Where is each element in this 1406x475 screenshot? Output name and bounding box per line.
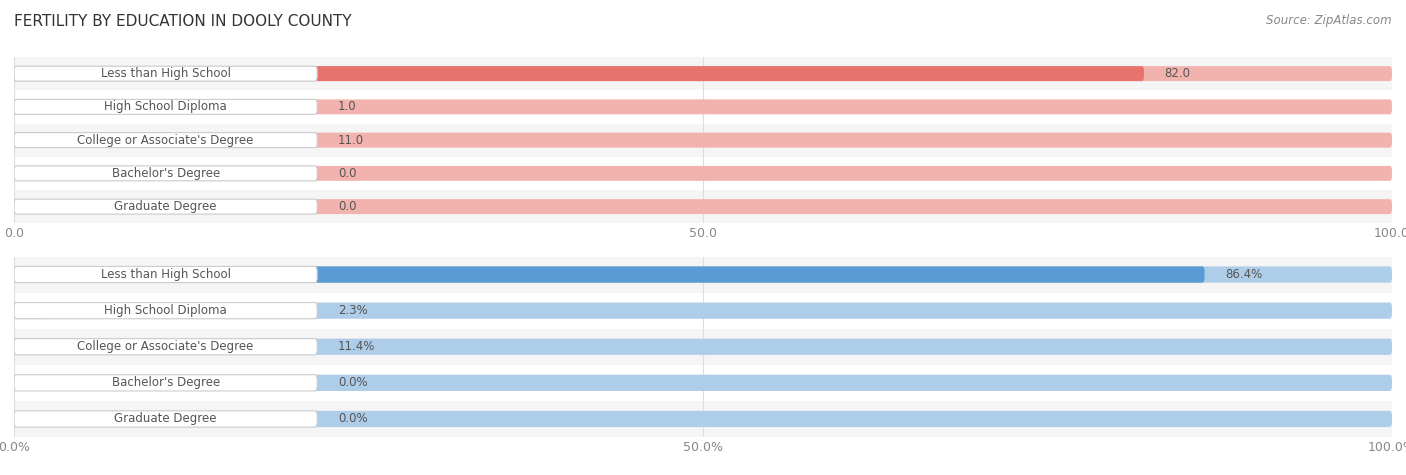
FancyBboxPatch shape <box>14 375 318 391</box>
FancyBboxPatch shape <box>14 66 1392 81</box>
FancyBboxPatch shape <box>14 133 318 148</box>
FancyBboxPatch shape <box>14 199 1392 214</box>
Text: College or Associate's Degree: College or Associate's Degree <box>77 340 254 353</box>
FancyBboxPatch shape <box>14 303 46 319</box>
Text: 0.0: 0.0 <box>337 200 356 213</box>
Bar <box>14 365 1392 401</box>
Text: High School Diploma: High School Diploma <box>104 304 226 317</box>
FancyBboxPatch shape <box>14 266 318 283</box>
FancyBboxPatch shape <box>14 133 166 148</box>
FancyBboxPatch shape <box>14 339 172 355</box>
FancyBboxPatch shape <box>14 303 1392 319</box>
Text: 11.0: 11.0 <box>337 133 364 147</box>
Text: Graduate Degree: Graduate Degree <box>114 200 217 213</box>
Text: Bachelor's Degree: Bachelor's Degree <box>111 167 219 180</box>
Text: Less than High School: Less than High School <box>101 268 231 281</box>
Text: High School Diploma: High School Diploma <box>104 100 226 114</box>
Bar <box>14 401 1392 437</box>
Bar <box>14 57 1392 90</box>
Text: Graduate Degree: Graduate Degree <box>114 412 217 426</box>
Bar <box>14 90 1392 124</box>
FancyBboxPatch shape <box>14 199 318 214</box>
FancyBboxPatch shape <box>14 166 318 181</box>
FancyBboxPatch shape <box>14 99 28 114</box>
Text: 2.3%: 2.3% <box>337 304 367 317</box>
Text: College or Associate's Degree: College or Associate's Degree <box>77 133 254 147</box>
FancyBboxPatch shape <box>14 411 318 427</box>
Text: 0.0%: 0.0% <box>337 376 367 390</box>
FancyBboxPatch shape <box>14 266 1392 283</box>
Bar <box>14 157 1392 190</box>
FancyBboxPatch shape <box>14 266 1205 283</box>
Text: FERTILITY BY EDUCATION IN DOOLY COUNTY: FERTILITY BY EDUCATION IN DOOLY COUNTY <box>14 14 352 29</box>
FancyBboxPatch shape <box>14 99 318 114</box>
FancyBboxPatch shape <box>14 339 318 355</box>
Text: Less than High School: Less than High School <box>101 67 231 80</box>
Text: 11.4%: 11.4% <box>337 340 375 353</box>
Text: 82.0: 82.0 <box>1164 67 1191 80</box>
FancyBboxPatch shape <box>14 99 1392 114</box>
Bar <box>14 329 1392 365</box>
Bar <box>14 293 1392 329</box>
Text: 86.4%: 86.4% <box>1225 268 1263 281</box>
Bar <box>14 190 1392 223</box>
Text: 0.0%: 0.0% <box>337 412 367 426</box>
Text: 1.0: 1.0 <box>337 100 357 114</box>
FancyBboxPatch shape <box>14 411 1392 427</box>
FancyBboxPatch shape <box>14 166 1392 181</box>
Bar <box>14 124 1392 157</box>
FancyBboxPatch shape <box>14 66 1144 81</box>
Bar <box>14 256 1392 293</box>
FancyBboxPatch shape <box>14 66 318 81</box>
FancyBboxPatch shape <box>14 303 318 319</box>
FancyBboxPatch shape <box>14 375 1392 391</box>
FancyBboxPatch shape <box>14 133 1392 148</box>
Text: 0.0: 0.0 <box>337 167 356 180</box>
Text: Bachelor's Degree: Bachelor's Degree <box>111 376 219 390</box>
FancyBboxPatch shape <box>14 339 1392 355</box>
Text: Source: ZipAtlas.com: Source: ZipAtlas.com <box>1267 14 1392 27</box>
